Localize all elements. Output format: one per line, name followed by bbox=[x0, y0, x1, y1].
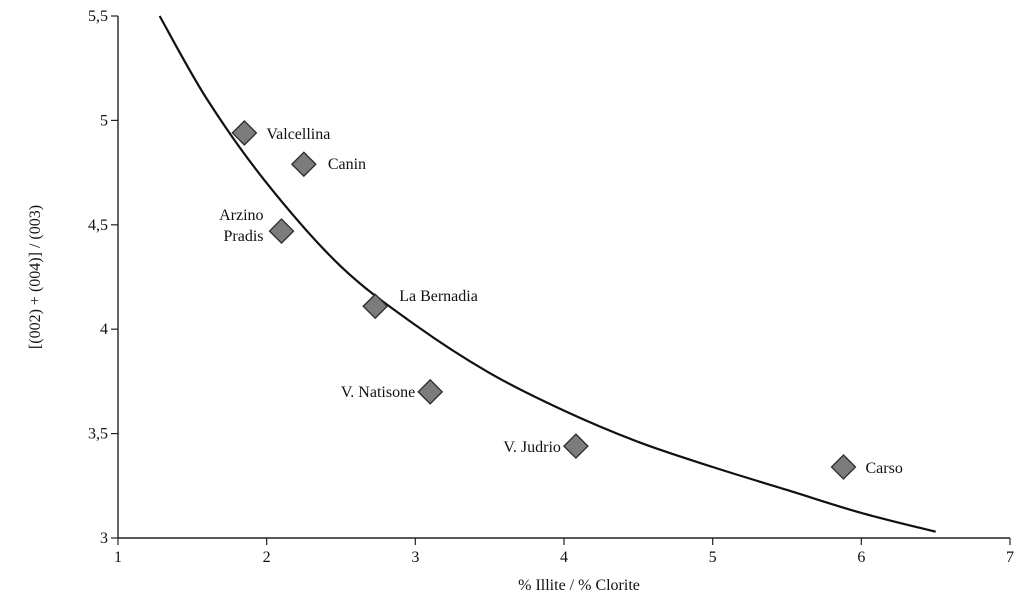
y-tick-label: 4 bbox=[100, 321, 108, 338]
data-point-marker bbox=[268, 218, 295, 244]
x-tick-label: 7 bbox=[1006, 549, 1014, 566]
y-tick-label: 3 bbox=[100, 530, 108, 547]
x-tick-label: 3 bbox=[411, 549, 419, 566]
point-label: Arzino bbox=[219, 207, 263, 224]
point-labels: Valcellina Canin Arzino Pradis La Bernadia V.… bbox=[219, 126, 903, 477]
x-tick-label: 2 bbox=[263, 549, 271, 566]
x-axis-title: % Illite / % Clorite bbox=[518, 577, 640, 594]
x-axis-ticks: 1 2 3 4 5 6 7 bbox=[114, 538, 1014, 566]
y-tick-label: 3,5 bbox=[88, 426, 108, 443]
point-label: Canin bbox=[328, 156, 366, 173]
point-label: V. Natisone bbox=[341, 384, 415, 401]
point-label: V. Judrio bbox=[503, 439, 561, 456]
y-tick-label: 4,5 bbox=[88, 217, 108, 234]
data-point-marker bbox=[417, 378, 444, 405]
y-axis-ticks: 3 3,5 4 4,5 5 5,5 bbox=[88, 8, 118, 547]
x-tick-label: 4 bbox=[560, 549, 568, 566]
trend-curve bbox=[158, 15, 936, 533]
data-point-marker bbox=[231, 120, 258, 146]
point-label: La Bernadia bbox=[399, 288, 478, 305]
y-tick-label: 5 bbox=[100, 112, 108, 129]
x-tick-label: 5 bbox=[709, 549, 717, 566]
data-point-marker bbox=[562, 433, 589, 460]
y-axis-title: [(002) + (004)] / (003) bbox=[27, 205, 44, 349]
data-point-marker bbox=[290, 151, 317, 178]
data-point-marker bbox=[830, 454, 857, 480]
x-tick-label: 1 bbox=[114, 549, 122, 566]
point-label: Pradis bbox=[224, 228, 264, 245]
y-tick-label: 5,5 bbox=[88, 8, 108, 25]
x-tick-label: 6 bbox=[857, 549, 865, 566]
point-label: Valcellina bbox=[266, 126, 330, 143]
point-label: Carso bbox=[865, 460, 902, 477]
data-points bbox=[231, 120, 857, 480]
data-point-marker bbox=[362, 293, 389, 320]
